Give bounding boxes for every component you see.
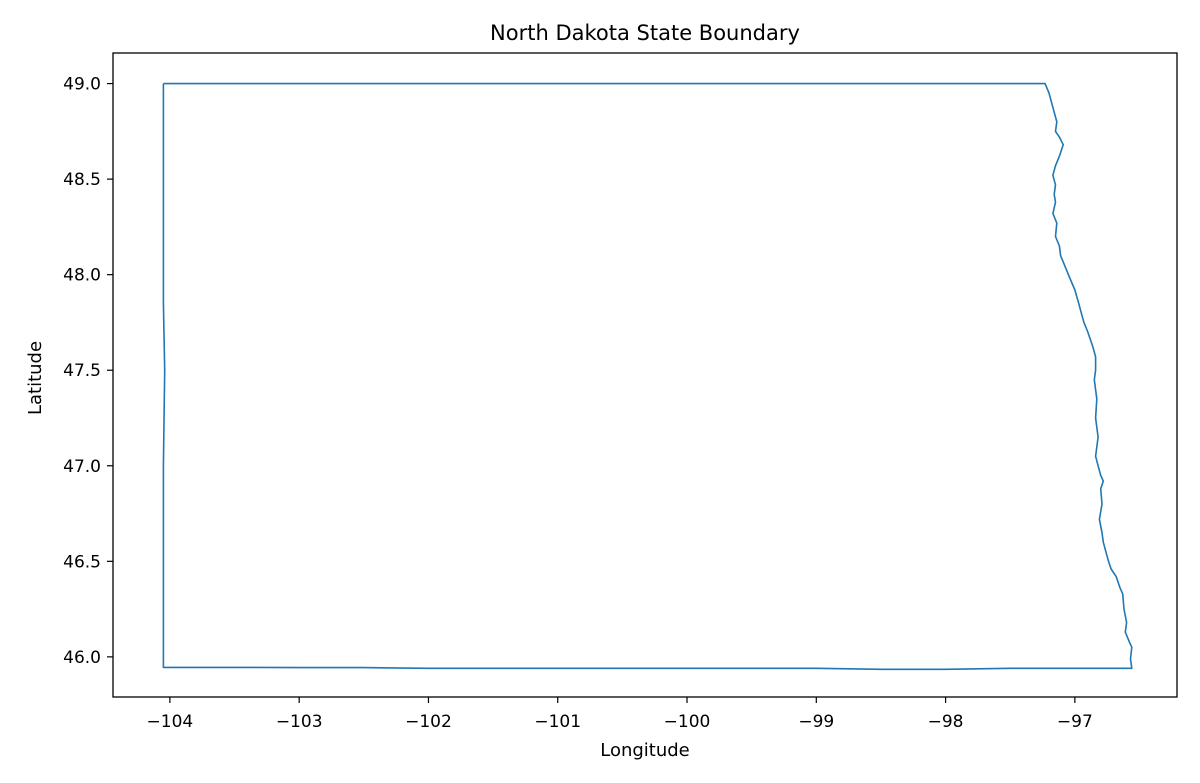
x-tick-label: −103 — [276, 712, 323, 732]
y-tick-label: 47.5 — [63, 361, 101, 381]
x-tick-label: −99 — [798, 712, 834, 732]
x-tick-label: −101 — [534, 712, 581, 732]
plot-frame — [112, 52, 1178, 698]
x-tick-label: −100 — [664, 712, 711, 732]
x-tick-label: −104 — [147, 712, 194, 732]
y-axis-label: Latitude — [25, 341, 46, 415]
y-axis: 46.0 46.5 47.0 47.5 48.0 48.5 49.0 — [63, 75, 113, 668]
y-tick-label: 47.0 — [63, 457, 101, 477]
x-tick-label: −97 — [1057, 712, 1093, 732]
y-tick-label: 48.5 — [63, 170, 101, 190]
x-axis-label: Longitude — [600, 740, 690, 761]
x-tick-label: −102 — [405, 712, 452, 732]
x-tick-label: −98 — [928, 712, 964, 732]
y-tick-label: 49.0 — [63, 75, 101, 95]
boundary-line-0 — [162, 82, 1133, 671]
plot-area — [162, 82, 1133, 671]
y-tick-label: 48.0 — [63, 266, 101, 286]
y-tick-label: 46.0 — [63, 648, 101, 668]
y-tick-label: 46.5 — [63, 552, 101, 572]
chart-title: North Dakota State Boundary — [490, 21, 800, 45]
x-axis: −104 −103 −102 −101 −100 −99 −98 −97 — [147, 697, 1093, 732]
